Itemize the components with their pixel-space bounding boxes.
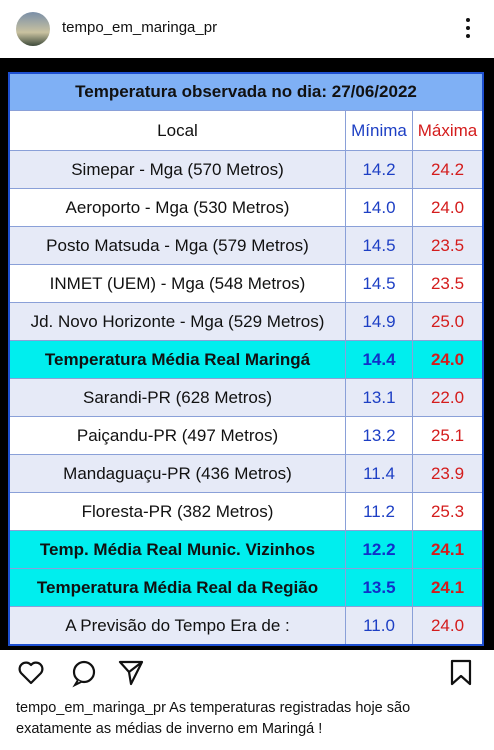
max-cell: 24.0 bbox=[430, 349, 465, 369]
min-cell: 14.2 bbox=[346, 151, 413, 188]
table-row: Simepar - Mga (570 Metros) 14.2 24.2 bbox=[10, 150, 482, 188]
max-cell: 23.5 bbox=[430, 235, 465, 255]
max-cell: 24.1 bbox=[430, 577, 465, 597]
caption: tempo_em_maringa_pr As temperaturas regi… bbox=[16, 698, 478, 740]
max-cell: 24.0 bbox=[430, 197, 465, 217]
table-title: Temperatura observada no dia: 27/06/2022 bbox=[10, 74, 482, 110]
table-row: Floresta-PR (382 Metros) 11.2 25.3 bbox=[10, 492, 482, 530]
location-cell: Sarandi-PR (628 Metros) bbox=[10, 379, 346, 416]
min-cell: 11.4 bbox=[346, 455, 413, 492]
min-cell: 12.2 bbox=[346, 531, 413, 568]
location-cell: Temp. Média Real Munic. Vizinhos bbox=[10, 531, 346, 568]
action-bar bbox=[18, 659, 472, 688]
max-cell: 24.1 bbox=[430, 539, 465, 559]
min-cell: 14.5 bbox=[346, 265, 413, 302]
location-cell: A Previsão do Tempo Era de : bbox=[10, 607, 346, 644]
table-row: Paiçandu-PR (497 Metros) 13.2 25.1 bbox=[10, 416, 482, 454]
location-cell: Paiçandu-PR (497 Metros) bbox=[10, 417, 346, 454]
table-row: A Previsão do Tempo Era de :11.0 24.0 bbox=[10, 606, 482, 644]
avatar[interactable] bbox=[16, 12, 50, 46]
save-icon[interactable] bbox=[450, 659, 472, 686]
table-body: Simepar - Mga (570 Metros) 14.2 24.2 Aeropo… bbox=[10, 150, 482, 644]
max-cell: 25.1 bbox=[430, 425, 465, 445]
header-cell: Local bbox=[10, 111, 346, 150]
location-cell: Jd. Novo Horizonte - Mga (529 Metros) bbox=[10, 303, 346, 340]
table-row: Sarandi-PR (628 Metros) 13.1 22.0 bbox=[10, 378, 482, 416]
header-cell: Mínima bbox=[346, 111, 413, 150]
table-row: Temperatura Média Real Maringá 14.4 24.0 bbox=[10, 340, 482, 378]
max-cell: 24.2 bbox=[430, 159, 465, 179]
min-cell: 13.2 bbox=[346, 417, 413, 454]
max-cell: 25.3 bbox=[430, 501, 465, 521]
caption-username[interactable]: tempo_em_maringa_pr bbox=[16, 700, 166, 716]
post-image: Temperatura observada no dia: 27/06/2022… bbox=[0, 58, 494, 650]
location-cell: Floresta-PR (382 Metros) bbox=[10, 493, 346, 530]
location-cell: Temperatura Média Real da Região bbox=[10, 569, 346, 606]
min-cell: 11.0 bbox=[346, 607, 413, 644]
location-cell: Mandaguaçu-PR (436 Metros) bbox=[10, 455, 346, 492]
caption-text: As temperaturas registradas hoje são exa… bbox=[16, 700, 411, 737]
min-cell: 14.9 bbox=[346, 303, 413, 340]
table-row: Posto Matsuda - Mga (579 Metros) 14.5 23.5 bbox=[10, 226, 482, 264]
like-icon[interactable] bbox=[18, 661, 44, 685]
max-cell: 22.0 bbox=[430, 387, 465, 407]
min-cell: 11.2 bbox=[346, 493, 413, 530]
max-cell: 23.5 bbox=[430, 273, 465, 293]
min-cell: 14.5 bbox=[346, 227, 413, 264]
max-cell: 23.9 bbox=[430, 463, 465, 483]
share-icon[interactable] bbox=[118, 660, 144, 686]
more-menu[interactable] bbox=[460, 16, 476, 40]
location-cell: Temperatura Média Real Maringá bbox=[10, 341, 346, 378]
table-row: Jd. Novo Horizonte - Mga (529 Metros) 14.… bbox=[10, 302, 482, 340]
min-cell: 14.0 bbox=[346, 189, 413, 226]
location-cell: INMET (UEM) - Mga (548 Metros) bbox=[10, 265, 346, 302]
temperature-table: Temperatura observada no dia: 27/06/2022… bbox=[8, 72, 484, 646]
header-cell: Máxima bbox=[417, 120, 478, 140]
table-row: Temp. Média Real Munic. Vizinhos 12.2 24.1 bbox=[10, 530, 482, 568]
comment-icon[interactable] bbox=[72, 660, 96, 688]
table-row: INMET (UEM) - Mga (548 Metros) 14.5 23.5 bbox=[10, 264, 482, 302]
min-cell: 13.1 bbox=[346, 379, 413, 416]
min-cell: 14.4 bbox=[346, 341, 413, 378]
table-row: Mandaguaçu-PR (436 Metros) 11.4 23.9 bbox=[10, 454, 482, 492]
header-row: Local Mínima Máxima bbox=[10, 110, 482, 150]
location-cell: Posto Matsuda - Mga (579 Metros) bbox=[10, 227, 346, 264]
post-header: tempo_em_maringa_pr bbox=[0, 0, 494, 58]
location-cell: Simepar - Mga (570 Metros) bbox=[10, 151, 346, 188]
max-cell: 24.0 bbox=[430, 615, 465, 635]
max-cell: 25.0 bbox=[430, 311, 465, 331]
username[interactable]: tempo_em_maringa_pr bbox=[62, 19, 218, 36]
table-row: Aeroporto - Mga (530 Metros) 14.0 24.0 bbox=[10, 188, 482, 226]
table-row: Temperatura Média Real da Região 13.5 24.1 bbox=[10, 568, 482, 606]
location-cell: Aeroporto - Mga (530 Metros) bbox=[10, 189, 346, 226]
min-cell: 13.5 bbox=[346, 569, 413, 606]
